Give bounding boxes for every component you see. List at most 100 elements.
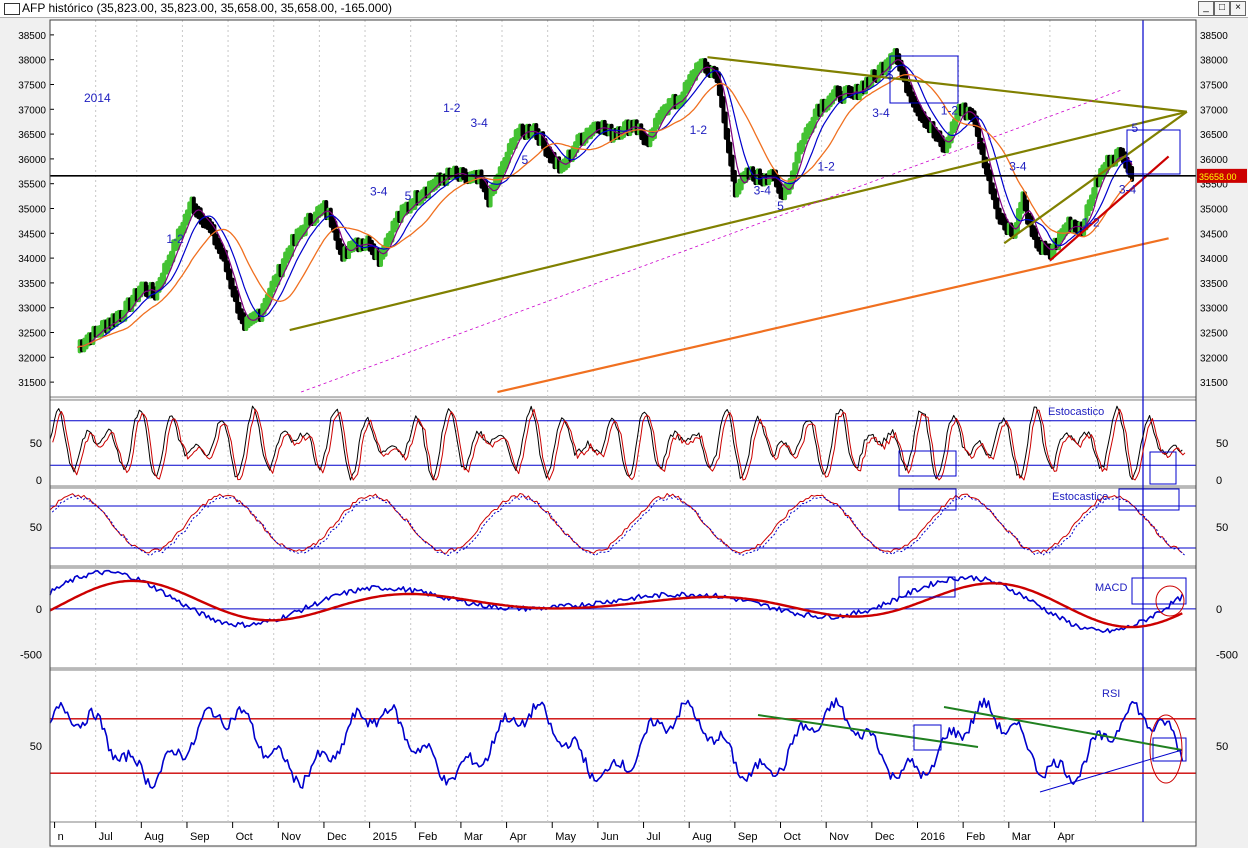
- highlight-box: [1131, 577, 1187, 605]
- price-tick-left: 34500: [18, 229, 46, 240]
- highlight-circle: [1155, 585, 1185, 617]
- macd-tick-left: 0: [36, 604, 42, 616]
- x-tick-label: Dec: [327, 831, 347, 843]
- highlight-circle: [1149, 714, 1183, 784]
- x-tick-label: Nov: [281, 831, 301, 843]
- stoch1-tick: 0: [1216, 475, 1222, 487]
- ma-mid-line: [77, 64, 1133, 349]
- price-tick-right: 34000: [1200, 254, 1228, 265]
- wave-label: 1-2: [941, 103, 959, 117]
- trendline-olive: [707, 56, 1187, 113]
- price-tick-right: 32000: [1200, 353, 1228, 364]
- x-tick-label: 2015: [373, 831, 397, 843]
- price-tick-right: 38500: [1200, 31, 1228, 42]
- stoch1-tick-left: 50: [30, 438, 42, 450]
- wave-label: 1-2: [818, 159, 836, 173]
- x-tick-label: Jul: [647, 831, 661, 843]
- panel-rsi: [49, 669, 1197, 823]
- x-tick-label: Aug: [144, 831, 164, 843]
- macd-label: MACD: [1095, 582, 1127, 594]
- stoch2-d-line: [51, 495, 1185, 556]
- highlight-box: [913, 724, 942, 751]
- highlight-box: [898, 576, 956, 598]
- x-tick-label: Jun: [601, 831, 619, 843]
- wave-label: 1-2: [166, 232, 184, 246]
- price-tick-left: 36500: [18, 130, 46, 141]
- x-tick-label: Mar: [1012, 831, 1031, 843]
- wave-label: 5: [405, 189, 412, 203]
- price-tick-right: 37500: [1200, 80, 1228, 91]
- macd-signal-line: [49, 579, 1183, 629]
- x-tick-label: Jul: [99, 831, 113, 843]
- price-tick-right: 33000: [1200, 304, 1228, 315]
- x-tick-label: May: [555, 831, 576, 843]
- rsi-tick-left: 50: [30, 741, 42, 753]
- rsi-line: [49, 697, 1184, 789]
- highlight-box: [889, 55, 959, 104]
- price-tick-left: 35500: [18, 180, 46, 191]
- wave-label: 3-4: [872, 106, 890, 120]
- price-tick-left: 31500: [18, 378, 46, 389]
- wave-label: 1-2: [1082, 215, 1100, 229]
- stoch1-d-line: [52, 408, 1186, 481]
- rsi-tick: 50: [1216, 741, 1228, 753]
- highlight-box: [1118, 488, 1180, 511]
- price-tick-right: 35500: [1200, 180, 1228, 191]
- price-tick-left: 35000: [18, 205, 46, 216]
- price-tick-left: 38000: [18, 56, 46, 67]
- wave-label: 3-4: [370, 185, 388, 199]
- panel-st2: [49, 487, 1197, 567]
- x-tick-label: Sep: [190, 831, 210, 843]
- price-tick-left: 38500: [18, 31, 46, 42]
- wave-label: 1-2: [443, 101, 461, 115]
- price-tick-right: 32500: [1200, 329, 1228, 340]
- highlight-box: [898, 488, 957, 511]
- trendline-olive: [289, 110, 1188, 332]
- minimize-button[interactable]: _: [1198, 1, 1214, 16]
- panel-price: [49, 19, 1197, 398]
- x-tick-label: Apr: [510, 831, 527, 843]
- window-title: AFP histórico (35,823.00, 35,823.00, 35,…: [22, 1, 393, 15]
- current-price-marker: [1197, 168, 1247, 183]
- macd-tick: 0: [1216, 604, 1222, 616]
- rsi-support-line: [1039, 749, 1183, 793]
- price-tick-left: 32000: [18, 353, 46, 364]
- ma-slow-line: [77, 74, 1133, 349]
- wave-label: 5: [1131, 121, 1138, 135]
- price-tick-right: 35000: [1200, 205, 1228, 216]
- highlight-box: [1126, 129, 1181, 175]
- wave-label: 3-4: [754, 184, 772, 198]
- wave-label: 3-4: [1009, 159, 1027, 173]
- maximize-button[interactable]: □: [1214, 1, 1230, 16]
- x-tick-label: Apr: [1057, 831, 1074, 843]
- x-tick-label: Sep: [738, 831, 758, 843]
- price-tick-left: 33500: [18, 279, 46, 290]
- wave-label: 5: [521, 153, 528, 167]
- wave-label: 3-4: [1119, 183, 1137, 197]
- trendline-olive: [1003, 110, 1188, 245]
- x-tick-label: Oct: [784, 831, 801, 843]
- price-tick-right: 33500: [1200, 279, 1228, 290]
- wave-label: 5: [777, 199, 784, 213]
- wave-label: 3-4: [471, 116, 489, 130]
- x-tick-label: Mar: [464, 831, 483, 843]
- close-button[interactable]: ×: [1230, 1, 1246, 16]
- price-tick-left: 37000: [18, 105, 46, 116]
- wave-label: 1-2: [690, 123, 708, 137]
- current-price-label: 35658.00: [1199, 172, 1237, 182]
- panel-macd: [49, 567, 1197, 669]
- highlight-box: [1149, 451, 1177, 485]
- year-label: 2014: [84, 91, 111, 105]
- stoch2-k-line: [49, 493, 1183, 554]
- x-tick-label: 2016: [920, 831, 944, 843]
- title-bar: AFP histórico (35,823.00, 35,823.00, 35,…: [0, 0, 1248, 18]
- x-tick-label: Aug: [692, 831, 712, 843]
- trendline-orange: [497, 237, 1169, 394]
- stoch1-tick: 50: [1216, 438, 1228, 450]
- highlight-box: [1152, 737, 1187, 762]
- price-tick-right: 36500: [1200, 130, 1228, 141]
- x-tick-label: Feb: [418, 831, 437, 843]
- rsi-trendline: [943, 706, 1183, 751]
- panel-st1: [49, 399, 1197, 487]
